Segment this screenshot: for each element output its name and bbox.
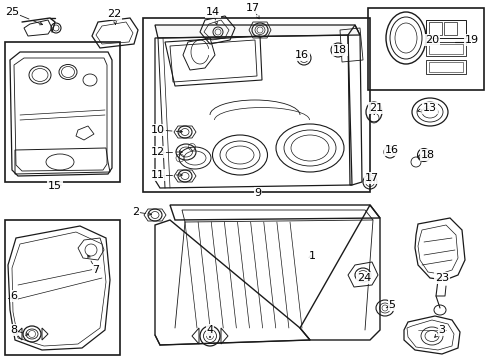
Bar bbox=[425, 60, 465, 74]
Text: 6: 6 bbox=[10, 291, 18, 301]
Text: 16: 16 bbox=[294, 50, 308, 60]
Text: 24: 24 bbox=[356, 273, 370, 283]
Text: 18: 18 bbox=[420, 150, 434, 160]
Text: 23: 23 bbox=[434, 273, 448, 283]
Bar bbox=[428, 22, 441, 35]
Text: 2: 2 bbox=[132, 207, 139, 217]
Bar bbox=[367, 8, 483, 90]
Text: 17: 17 bbox=[245, 3, 260, 13]
Bar bbox=[142, 18, 369, 192]
Text: 3: 3 bbox=[438, 325, 445, 335]
Text: 18: 18 bbox=[332, 45, 346, 55]
Text: 13: 13 bbox=[422, 103, 436, 113]
Bar bbox=[5, 42, 120, 182]
Bar bbox=[425, 20, 465, 38]
Text: 14: 14 bbox=[205, 7, 220, 17]
Text: 10: 10 bbox=[151, 125, 164, 135]
Text: 5: 5 bbox=[387, 300, 395, 310]
Text: 22: 22 bbox=[107, 9, 121, 19]
Bar bbox=[425, 42, 465, 56]
Bar bbox=[428, 44, 462, 54]
Text: 8: 8 bbox=[10, 325, 18, 335]
Text: 12: 12 bbox=[151, 147, 165, 157]
Text: 25: 25 bbox=[5, 7, 19, 17]
Text: 17: 17 bbox=[364, 173, 378, 183]
Text: 11: 11 bbox=[151, 170, 164, 180]
Bar bbox=[5, 220, 120, 355]
Text: 1: 1 bbox=[308, 251, 315, 261]
Polygon shape bbox=[155, 25, 359, 38]
Bar bbox=[428, 62, 462, 72]
Text: 9: 9 bbox=[254, 188, 261, 198]
Text: 20: 20 bbox=[424, 35, 438, 45]
Text: 21: 21 bbox=[368, 103, 382, 113]
Text: 19: 19 bbox=[464, 35, 478, 45]
Text: 15: 15 bbox=[48, 181, 62, 191]
Text: 7: 7 bbox=[92, 265, 100, 275]
Bar bbox=[443, 22, 456, 35]
Text: 16: 16 bbox=[384, 145, 398, 155]
Text: 4: 4 bbox=[206, 325, 213, 335]
